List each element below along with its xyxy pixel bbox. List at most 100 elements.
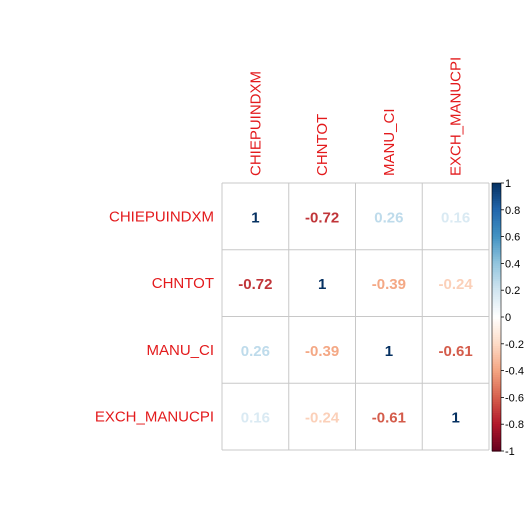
colorbar-segment [492, 377, 501, 381]
colorbar-segment [492, 444, 501, 448]
colorbar-segment [492, 209, 501, 213]
colorbar-segment [492, 328, 501, 331]
colorbar-segment [492, 410, 501, 414]
colorbar: -1 -0.8 -0.6 -0.4 -0.2 0 0.2 0.4 0.6 0.8 1 [491, 178, 524, 458]
colorbar-segment [492, 296, 501, 300]
colorbar-segment [492, 223, 501, 227]
cell-value: -0.24 [439, 276, 474, 293]
colorbar-segment [492, 270, 501, 273]
colorbar-segment [492, 379, 501, 383]
colorbar-segment [492, 200, 501, 204]
colorbar-segment [492, 292, 501, 296]
colorbar-segment [492, 241, 501, 244]
colorbar-segment [492, 212, 501, 215]
colorbar-segment [492, 372, 501, 376]
cell-value: 1 [451, 410, 459, 427]
colorbar-segment [492, 283, 501, 287]
colorbar-segment [492, 256, 501, 260]
colorbar-segment [492, 194, 501, 197]
colorbar-tick-label: 0.2 [505, 285, 520, 297]
colorbar-segment [492, 361, 501, 365]
colorbar-segment [492, 205, 501, 209]
matrix-grid [221, 182, 490, 451]
colorbar-segment [492, 267, 501, 271]
colorbar-segment [492, 191, 501, 195]
colorbar-segment [492, 388, 501, 392]
colorbar-segment [492, 305, 501, 309]
colorbar-segment [492, 274, 501, 278]
colorbar-segment [492, 312, 501, 316]
colorbar-segment [492, 330, 501, 334]
colorbar-segment [492, 287, 501, 291]
colorbar-segment [492, 301, 501, 305]
column-label: CHIEPUINDXM [247, 71, 264, 176]
colorbar-segment [492, 285, 501, 289]
colorbar-segment [492, 263, 501, 267]
matrix-cell [422, 249, 489, 317]
colorbar-segment [492, 234, 501, 238]
cell-value: -0.61 [372, 410, 406, 427]
cell-value: 1 [318, 276, 326, 293]
colorbar-tick-label: -0.8 [505, 419, 524, 431]
colorbar-segment [492, 341, 501, 345]
colorbar-segment [492, 325, 501, 329]
colorbar-segment [492, 261, 501, 264]
colorbar-segment [492, 308, 501, 311]
colorbar-tick-label: -0.2 [505, 339, 524, 351]
colorbar-segment [492, 370, 501, 374]
colorbar-segment [492, 294, 501, 298]
colorbar-segment [492, 185, 501, 189]
colorbar-segment [492, 363, 501, 367]
colorbar-segment [492, 258, 501, 262]
colorbar-segment [492, 281, 501, 285]
colorbar-segment [492, 247, 501, 251]
colorbar-segment [492, 413, 501, 416]
row-label: CHIEPUINDXM [109, 208, 214, 225]
colorbar-segment [492, 214, 501, 218]
colorbar-segment [492, 350, 501, 354]
matrix-cell [288, 316, 356, 384]
matrix-cell [355, 249, 423, 317]
matrix-cell [222, 249, 289, 317]
matrix-cell [422, 183, 489, 250]
colorbar-segment [492, 406, 501, 410]
row-label: CHNTOT [152, 275, 214, 292]
colorbar-segment [492, 352, 501, 356]
colorbar-segment [492, 437, 501, 441]
matrix-cell [288, 383, 356, 450]
colorbar-tick-label: 0 [505, 312, 511, 324]
cell-value: -0.61 [439, 343, 473, 360]
cell-value: -0.72 [305, 209, 339, 226]
column-labels: CHIEPUINDXM CHNTOT MANU_CI EXCH_MANUCPI [247, 57, 464, 176]
matrix-cell [355, 383, 423, 450]
colorbar-segment [492, 426, 501, 430]
column-label: MANU_CI [381, 108, 398, 176]
colorbar-segment [492, 198, 501, 202]
colorbar-segment [492, 366, 501, 369]
matrix-cell [288, 249, 356, 317]
colorbar-segment [492, 334, 501, 338]
colorbar-segment [492, 386, 501, 390]
cell-value: 0.26 [241, 343, 270, 360]
colorbar-segment [492, 272, 501, 276]
colorbar-segment [492, 303, 501, 307]
colorbar-segment [492, 250, 501, 253]
colorbar-segment [492, 252, 501, 256]
colorbar-segment [492, 265, 501, 269]
column-label: CHNTOT [314, 114, 331, 176]
colorbar-segment [492, 216, 501, 220]
colorbar-segment [492, 430, 501, 434]
cell-value: 1 [385, 343, 393, 360]
colorbar-segment [492, 232, 501, 235]
colorbar-tick-label: -1 [505, 446, 515, 458]
colorbar-segment [492, 346, 501, 349]
colorbar-segment [492, 183, 501, 186]
colorbar-segment [492, 196, 501, 200]
colorbar-tick-label: -0.4 [505, 366, 524, 378]
cell-values: 1 -0.72 0.26 0.16 -0.72 1 -0.39 -0.24 0.26 -0.39 1… [238, 209, 473, 426]
column-label: EXCH_MANUCPI [448, 57, 465, 176]
row-label: MANU_CI [146, 342, 214, 359]
colorbar-segment [492, 225, 501, 229]
colorbar-segment [492, 390, 501, 394]
